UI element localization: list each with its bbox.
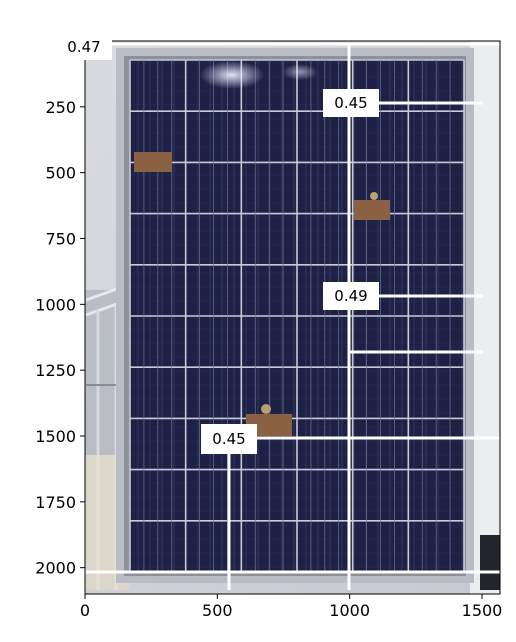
y-axis-ticks: 250 500 750 1000 1250 1500 1750 2000 bbox=[35, 98, 85, 578]
y-tick-label: 500 bbox=[45, 164, 76, 183]
photo-right-wall bbox=[470, 41, 500, 594]
annotation-2: 0.49 bbox=[323, 282, 379, 310]
y-tick-label: 2000 bbox=[35, 559, 76, 578]
y-tick-label: 1500 bbox=[35, 427, 76, 446]
x-tick-label: 500 bbox=[202, 601, 233, 620]
annotation-3: 0.45 bbox=[201, 424, 257, 454]
tag-3 bbox=[246, 414, 292, 436]
y-tick-label: 1750 bbox=[35, 493, 76, 512]
photo-right-object bbox=[480, 535, 500, 590]
tag-2-knob bbox=[370, 192, 378, 200]
x-tick-label: 1500 bbox=[462, 601, 503, 620]
annotation-label: 0.45 bbox=[334, 94, 367, 112]
x-tick-label: 0 bbox=[80, 601, 90, 620]
y-tick-label: 1000 bbox=[35, 295, 76, 314]
annotation-1: 0.45 bbox=[323, 89, 379, 117]
annotation-label: 0.49 bbox=[334, 287, 367, 305]
annotation-top-left: 0.47 bbox=[56, 34, 112, 60]
x-tick-label: 1000 bbox=[329, 601, 370, 620]
y-tick-label: 750 bbox=[45, 230, 76, 249]
axes-frame bbox=[84, 40, 501, 595]
light-glare-small bbox=[282, 64, 318, 80]
annotation-label: 0.47 bbox=[67, 38, 100, 56]
y-tick-label: 250 bbox=[45, 98, 76, 117]
solar-panel-photo bbox=[85, 41, 500, 594]
y-tick-label: 1250 bbox=[35, 361, 76, 380]
tag-3-knob bbox=[261, 404, 271, 414]
x-axis-ticks: 0 500 1000 1500 bbox=[80, 594, 502, 620]
tag-2 bbox=[354, 200, 390, 220]
tag-1 bbox=[134, 152, 172, 172]
annotation-label: 0.45 bbox=[212, 430, 245, 448]
light-glare bbox=[200, 61, 264, 89]
